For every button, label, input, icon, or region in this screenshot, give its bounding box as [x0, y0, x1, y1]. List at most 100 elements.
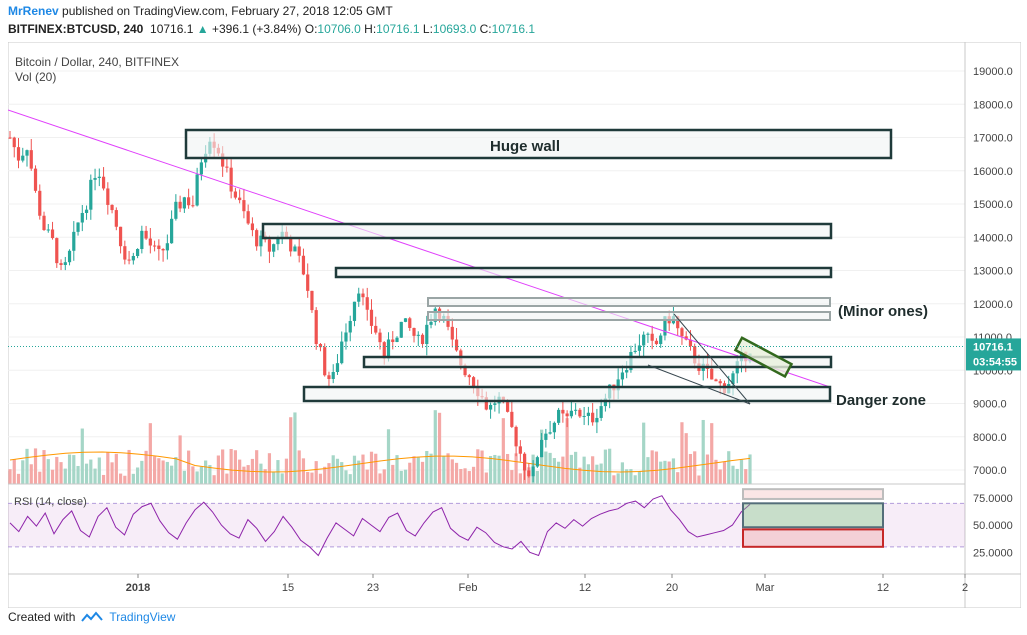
volume-bar	[314, 461, 318, 484]
volume-bar	[688, 453, 693, 484]
volume-bar	[705, 454, 710, 484]
candle-body	[289, 238, 293, 252]
candle-body	[680, 328, 684, 337]
volume-bar	[633, 475, 637, 484]
volume-bar	[118, 473, 123, 484]
volume-bar	[204, 460, 208, 484]
volume-bar	[42, 450, 46, 484]
time-tick-label: 12	[877, 582, 889, 594]
volume-bar	[33, 448, 38, 484]
candle-body	[229, 167, 233, 192]
wedge-line-upper	[673, 313, 751, 405]
candle-body	[306, 274, 310, 291]
candle-body	[450, 326, 454, 340]
publish-line: MrRenev published on TradingView.com, Fe…	[8, 4, 393, 18]
candle-body	[676, 316, 680, 329]
price-tick-label: 16000.0	[973, 166, 1013, 178]
candle-body	[710, 368, 714, 380]
volume-bar	[148, 423, 152, 484]
candle-body	[242, 200, 246, 212]
volume-bar	[608, 448, 612, 484]
rsi-tick-label: 50.0000	[973, 520, 1013, 532]
time-tick-label: 20	[666, 582, 678, 594]
volume-bar	[510, 470, 514, 484]
candle-body	[574, 409, 578, 411]
candle-body	[12, 137, 16, 148]
rsi-label: RSI (14, close)	[14, 496, 87, 508]
volume-bar	[340, 462, 344, 484]
candle-body	[484, 397, 488, 410]
volume-bar	[399, 470, 403, 484]
tradingview-brand[interactable]: TradingView	[109, 610, 176, 624]
volume-bar	[16, 473, 21, 484]
candle-body	[246, 211, 250, 224]
danger-zone	[302, 385, 832, 403]
volume-bar	[739, 459, 744, 484]
price-chart[interactable]: Huge wall (Minor ones) Danger zone 19000.0…	[8, 42, 1021, 608]
candle-body	[195, 174, 199, 206]
rsi-overbought-box	[742, 488, 884, 500]
volume-bar	[267, 453, 272, 484]
rsi-band	[8, 503, 965, 547]
volume-bar	[684, 433, 688, 484]
volume-bar	[272, 471, 276, 484]
candle-body	[140, 230, 144, 250]
huge-wall-zone	[184, 128, 893, 160]
published-text: published on TradingView.com, February 2…	[62, 4, 393, 18]
last-price-tag	[966, 338, 1021, 371]
volume-bar	[650, 450, 654, 484]
volume-bar	[59, 462, 63, 484]
volume-bar	[238, 459, 242, 484]
candle-body	[688, 339, 693, 347]
candle-body	[225, 166, 229, 168]
volume-bar	[731, 465, 735, 484]
volume-bar	[233, 450, 238, 484]
candle-body	[21, 155, 25, 161]
candle-body	[569, 410, 573, 417]
minor-ones-label: (Minor ones)	[838, 303, 928, 320]
volume-bar	[437, 412, 442, 484]
volume-bar	[55, 456, 59, 484]
volume-bar	[323, 466, 327, 484]
volume-bar	[552, 458, 556, 484]
volume-bar	[718, 469, 722, 484]
candle-body	[310, 290, 314, 311]
volume-bar	[450, 459, 454, 484]
open-value: 10706.0	[317, 22, 361, 36]
volume-bar	[497, 455, 501, 484]
volume-bar	[429, 453, 433, 484]
candle-body	[63, 262, 67, 265]
volume-bar	[561, 456, 565, 484]
candle-body	[67, 250, 72, 263]
volume-bar	[454, 462, 459, 484]
volume-bar	[63, 468, 67, 484]
candle-body	[50, 229, 55, 239]
volume-bar	[80, 428, 84, 484]
volume-bar	[408, 462, 412, 484]
candle-body	[357, 293, 361, 302]
candle-body	[399, 321, 403, 338]
candle-body	[642, 334, 646, 346]
volume-bar	[152, 456, 157, 484]
candle-body	[446, 315, 450, 327]
candle-body	[718, 381, 722, 384]
bar-countdown: 03:54:55	[973, 356, 1017, 368]
candle-body	[510, 411, 514, 427]
candle-body	[565, 413, 569, 417]
volume-bar	[403, 469, 408, 484]
volume-bar	[110, 462, 114, 484]
volume-bar	[369, 451, 374, 484]
candle-body	[101, 176, 106, 189]
volume-bar	[318, 473, 323, 484]
descending-trendline	[8, 109, 831, 388]
volume-bar	[701, 419, 705, 484]
candle-body	[412, 327, 416, 336]
close-value: 10716.1	[491, 22, 536, 36]
author-name[interactable]: MrRenev	[8, 4, 59, 18]
volume-bar	[280, 473, 284, 484]
candle-body	[416, 334, 420, 336]
candle-body	[454, 339, 459, 351]
time-tick-label: 12	[579, 582, 591, 594]
candle-body	[561, 409, 565, 414]
candle-body	[369, 309, 374, 326]
